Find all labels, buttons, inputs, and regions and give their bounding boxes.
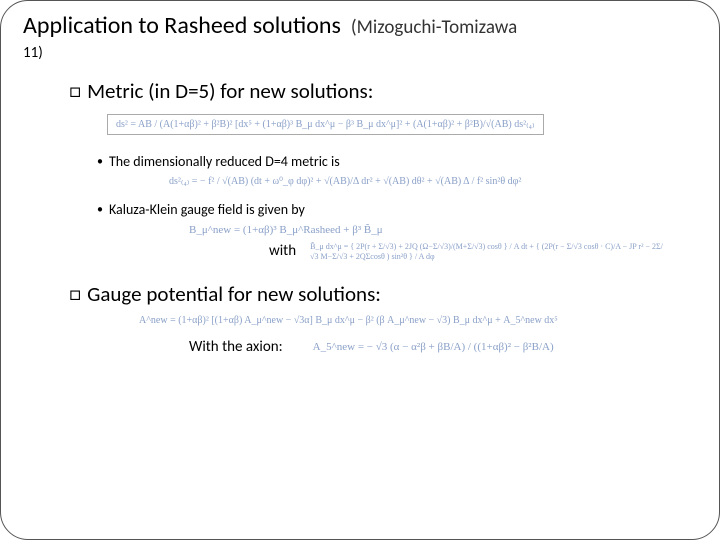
bullet-dot-icon: • xyxy=(97,204,103,216)
section-gauge-label: Gauge potential for new solutions: xyxy=(87,281,381,307)
title-paren: (Mizoguchi-Tomizawa xyxy=(351,16,517,39)
with-row: with B̃_μ dx^μ = { 2P(r + Σ/√3) + 2JQ (Ω… xyxy=(269,242,697,263)
title-main: Application to Rasheed solutions xyxy=(23,11,341,40)
section-gauge: □ Gauge potential for new solutions: A^n… xyxy=(69,281,697,356)
axion-label: With the axion: xyxy=(189,338,283,356)
bullet-box-icon: □ xyxy=(69,284,81,304)
bullet-dot-icon: • xyxy=(97,156,103,168)
sub-bullet-kk-label: Kaluza-Klein gauge field is given by xyxy=(109,201,305,218)
title-continuation: 11) xyxy=(23,44,697,62)
sub-bullet-d4: • The dimensionally reduced D=4 metric i… xyxy=(97,153,697,170)
axion-equation: A_5^new = − √3 (α − α²β + βB/A) / ((1+αβ… xyxy=(313,341,554,353)
section-metric-label: Metric (in D=5) for new solutions: xyxy=(87,78,373,104)
gauge-potential-equation: A^new = (1+αβ)² [(1+αβ) A_μ^new − √3α] B… xyxy=(139,315,697,326)
with-equation: B̃_μ dx^μ = { 2P(r + Σ/√3) + 2JQ (Ω−Σ/√3… xyxy=(310,242,670,263)
d4-metric-equation: ds²₍₄₎ = − f² / √(AB) (dt + ω⁰_φ dφ)² + … xyxy=(169,176,697,187)
slide-frame: Application to Rasheed solutions (Mizogu… xyxy=(0,0,720,540)
metric-equation: ds² = AB / (A(1+αβ)² + β²B)² [dx⁵ + (1+α… xyxy=(107,114,544,135)
sub-bullet-kk: • Kaluza-Klein gauge field is given by xyxy=(97,201,697,218)
sub-bullet-d4-label: The dimensionally reduced D=4 metric is xyxy=(109,153,340,170)
axion-row: With the axion: A_5^new = − √3 (α − α²β … xyxy=(189,338,697,356)
section-metric-heading: □ Metric (in D=5) for new solutions: xyxy=(69,78,697,104)
bullet-box-icon: □ xyxy=(69,81,81,101)
slide-title: Application to Rasheed solutions (Mizogu… xyxy=(23,11,697,40)
section-gauge-heading: □ Gauge potential for new solutions: xyxy=(69,281,697,307)
with-label: with xyxy=(269,242,296,260)
section-metric: □ Metric (in D=5) for new solutions: ds²… xyxy=(69,78,697,263)
kk-gauge-equation: B_μ^new = (1+αβ)³ B_μ^Rasheed + β³ B̃_μ xyxy=(189,224,697,236)
